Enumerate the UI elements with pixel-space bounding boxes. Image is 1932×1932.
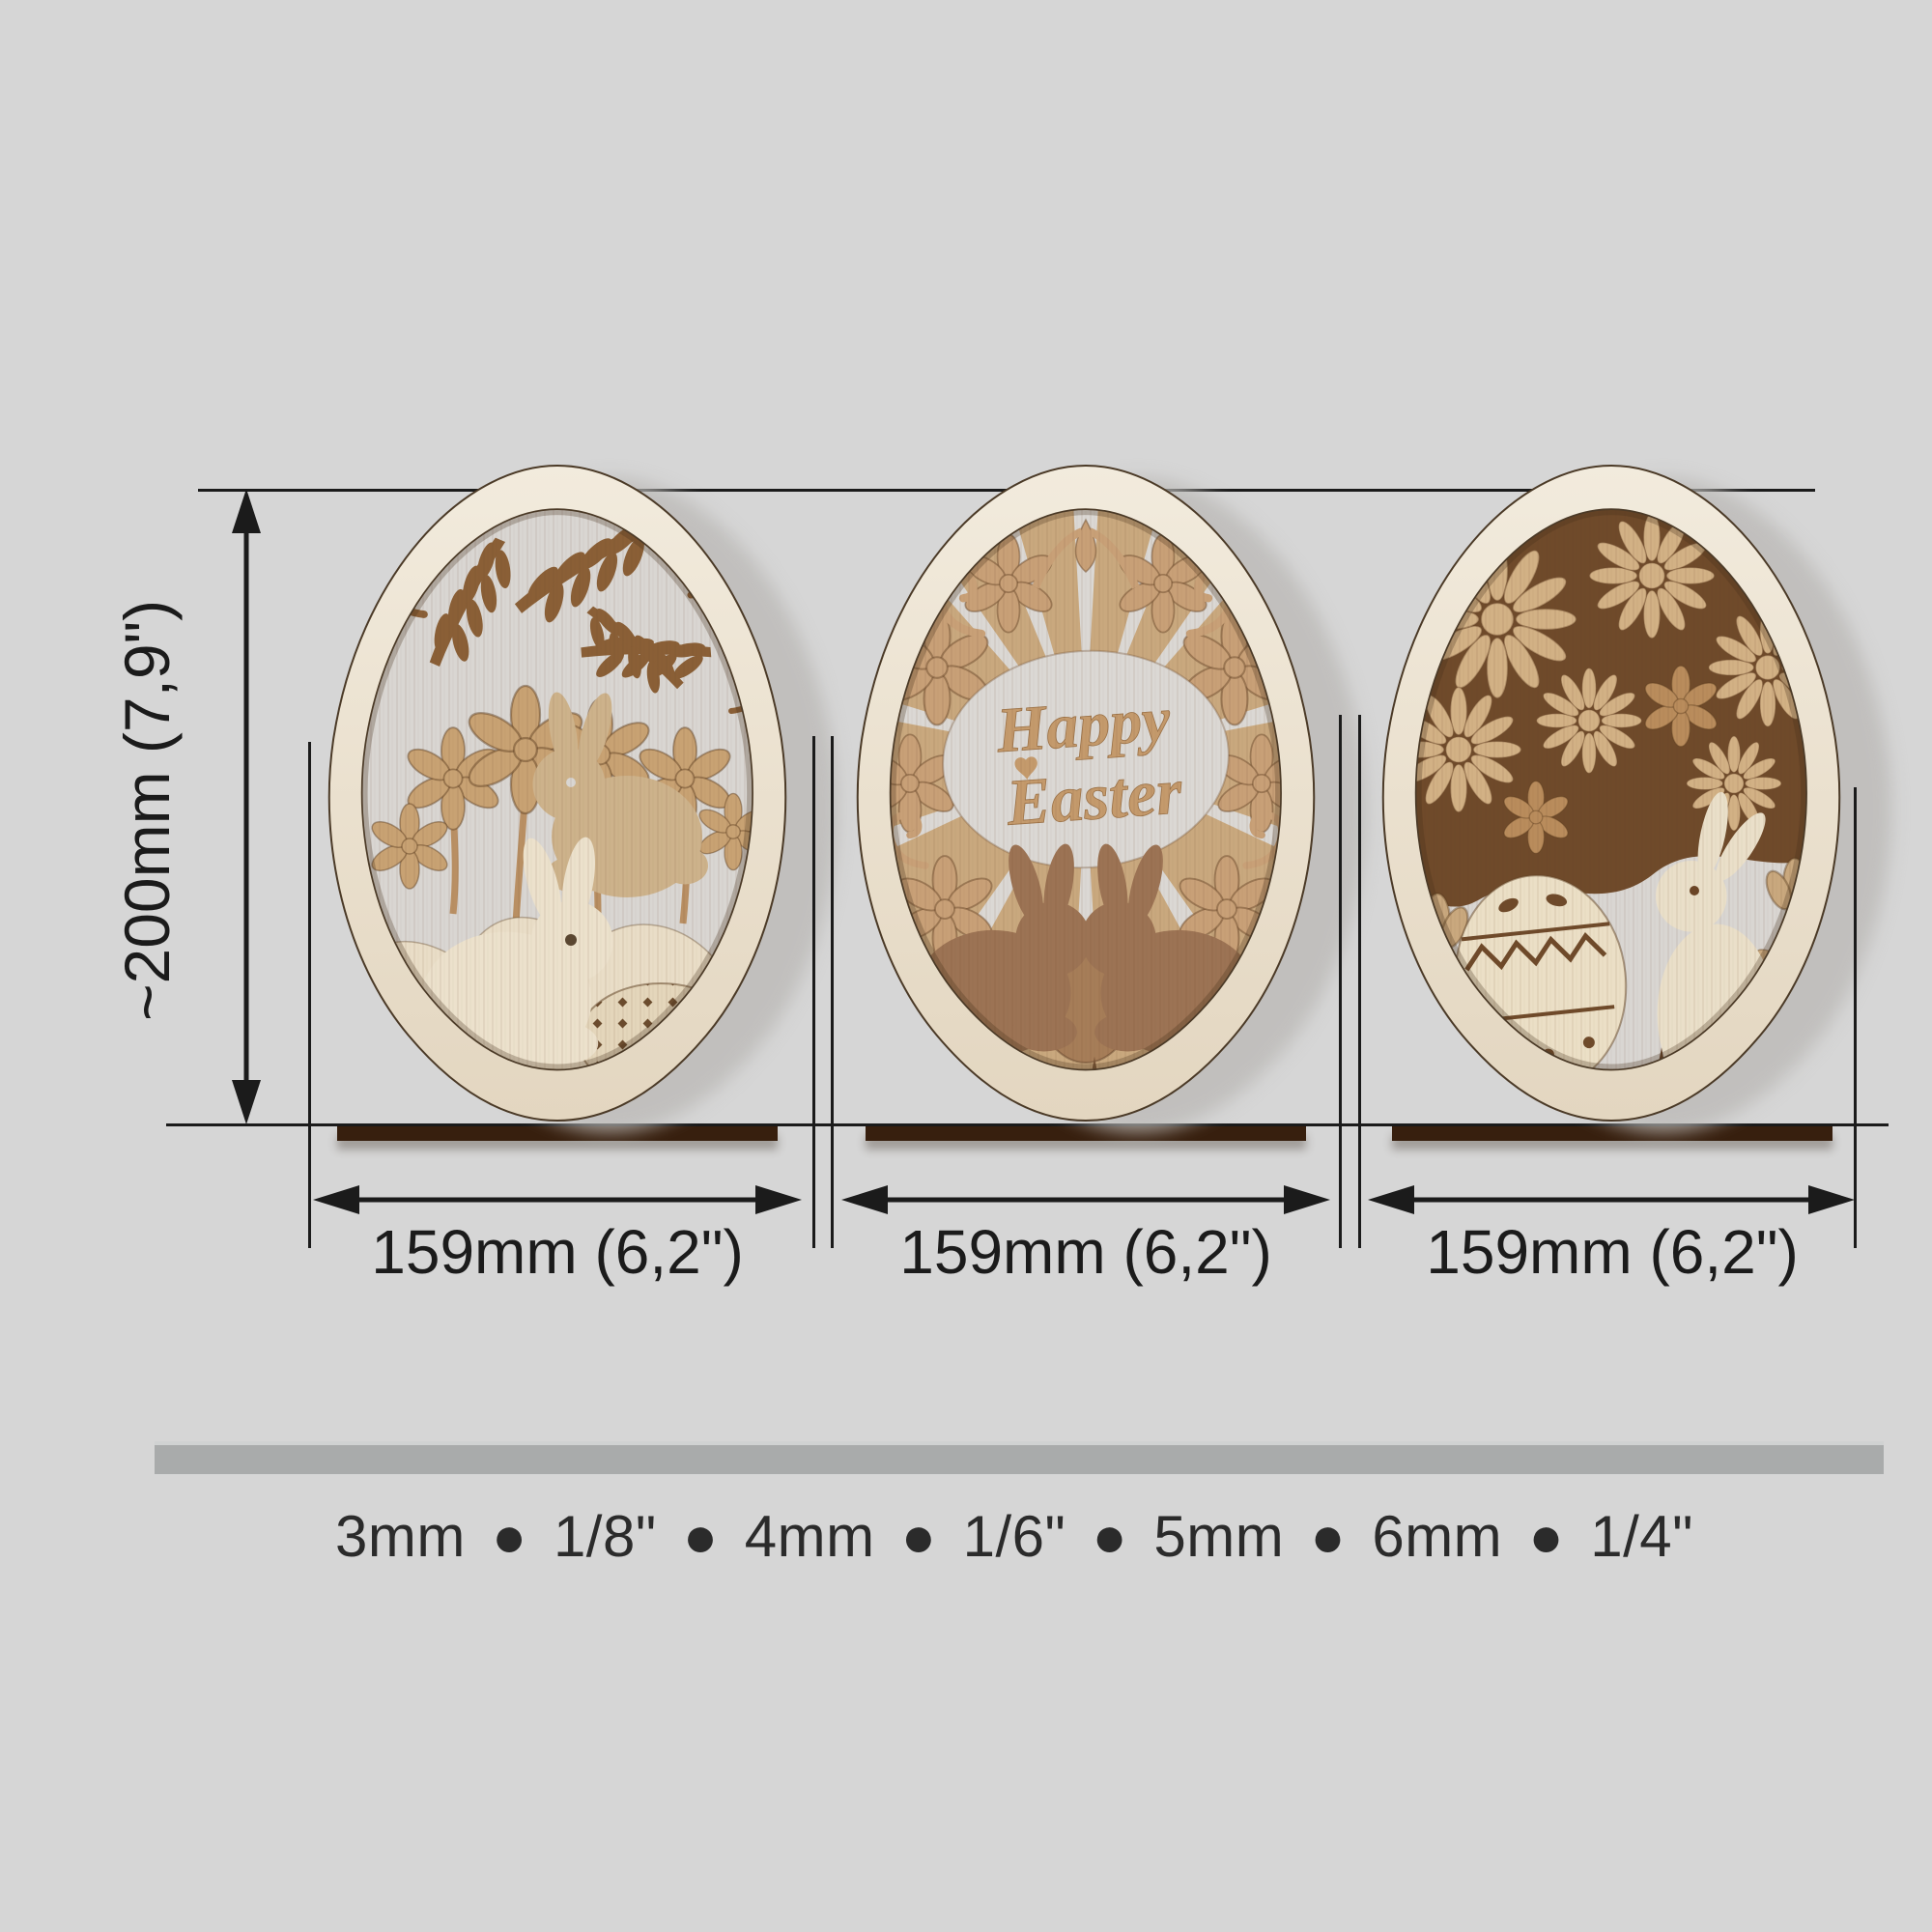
material-thickness-options: 3mm ● 1/8" ● 4mm ● 1/6" ● 5mm ● 6mm ● 1/… <box>335 1504 1693 1569</box>
width-dimension-arrow-3 <box>1368 1185 1855 1214</box>
egg-2-illustration: Happy Easter <box>856 464 1367 1132</box>
egg-3-illustration <box>1381 464 1892 1132</box>
width-dimension-label-1: 159mm (6,2") <box>371 1217 744 1287</box>
width-extension-line <box>308 742 311 1248</box>
egg-stand <box>866 1126 1306 1141</box>
width-dimension-arrow-2 <box>841 1185 1330 1214</box>
egg-stand <box>337 1126 778 1141</box>
egg-1-illustration <box>327 464 838 1132</box>
egg-3-flower-mandala <box>1362 460 1892 1132</box>
height-dimension-label: ~200mm (7,9") <box>111 599 183 1022</box>
egg-2-happy-easter: Happy Easter <box>837 460 1367 1132</box>
width-extension-line <box>1854 787 1857 1248</box>
width-dimension-arrow-1 <box>313 1185 802 1214</box>
width-extension-line <box>1358 715 1361 1248</box>
egg-stand <box>1392 1126 1833 1141</box>
width-extension-line <box>1339 715 1342 1248</box>
inner-rim <box>889 508 1282 1071</box>
egg-1-floral-bunnies <box>308 460 838 1132</box>
egg-scene-mandala-bunny <box>1415 509 1807 1070</box>
width-dimension-label-3: 159mm (6,2") <box>1426 1217 1799 1287</box>
inner-rim <box>1414 508 1807 1071</box>
width-extension-line <box>831 736 834 1248</box>
divider-bar <box>155 1441 1884 1474</box>
baseline-extension-line <box>166 1123 1889 1126</box>
inner-rim <box>360 508 753 1071</box>
width-dimension-label-2: 159mm (6,2") <box>899 1217 1272 1287</box>
height-dimension-arrow <box>232 489 261 1124</box>
egg-scene-happy-easter: Happy Easter <box>890 509 1282 1070</box>
width-extension-line <box>812 736 815 1248</box>
